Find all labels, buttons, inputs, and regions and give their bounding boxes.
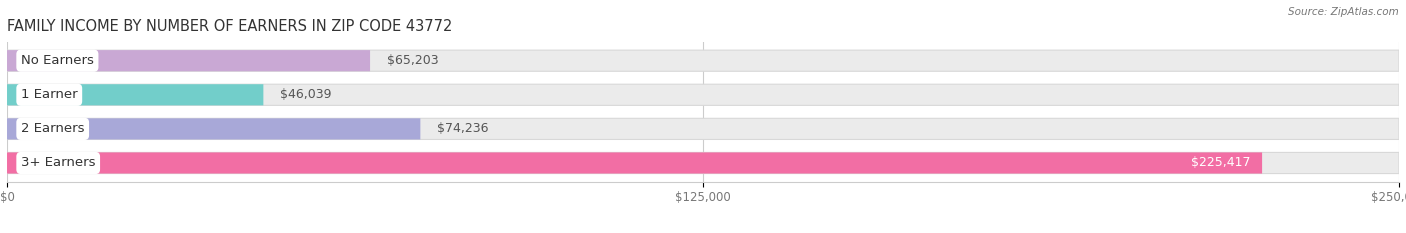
FancyBboxPatch shape bbox=[7, 118, 1399, 140]
FancyBboxPatch shape bbox=[7, 84, 1399, 105]
Text: $46,039: $46,039 bbox=[280, 88, 332, 101]
Text: Source: ZipAtlas.com: Source: ZipAtlas.com bbox=[1288, 7, 1399, 17]
Text: No Earners: No Earners bbox=[21, 54, 94, 67]
Text: $225,417: $225,417 bbox=[1191, 157, 1251, 169]
Text: FAMILY INCOME BY NUMBER OF EARNERS IN ZIP CODE 43772: FAMILY INCOME BY NUMBER OF EARNERS IN ZI… bbox=[7, 19, 453, 34]
FancyBboxPatch shape bbox=[7, 84, 263, 105]
Text: 2 Earners: 2 Earners bbox=[21, 122, 84, 135]
Text: $65,203: $65,203 bbox=[387, 54, 439, 67]
FancyBboxPatch shape bbox=[7, 152, 1399, 174]
FancyBboxPatch shape bbox=[7, 50, 1399, 71]
FancyBboxPatch shape bbox=[7, 152, 1263, 174]
Text: 1 Earner: 1 Earner bbox=[21, 88, 77, 101]
Text: 3+ Earners: 3+ Earners bbox=[21, 157, 96, 169]
FancyBboxPatch shape bbox=[7, 118, 420, 140]
FancyBboxPatch shape bbox=[7, 50, 370, 71]
Text: $74,236: $74,236 bbox=[437, 122, 488, 135]
